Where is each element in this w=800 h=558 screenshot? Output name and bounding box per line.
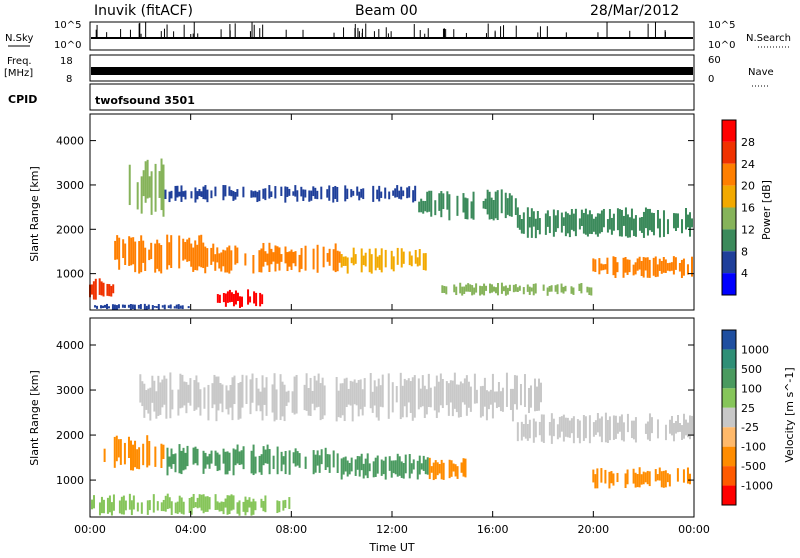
freq-band	[91, 67, 693, 75]
velocity-colorbar-swatch	[722, 388, 736, 408]
velocity-ylabel: Slant Range [km]	[28, 370, 41, 466]
noise-right-tick-high: 10^5	[708, 20, 735, 31]
nave-label: Nave	[748, 67, 774, 78]
power-ylabel: Slant Range [km]	[28, 166, 41, 262]
noise-left-label: N.Sky	[5, 33, 33, 44]
velocity-colorbar-swatch	[722, 446, 736, 467]
power-colorbar-frame	[721, 119, 737, 296]
velocity-colorbar-tick: 25	[741, 402, 755, 415]
velocity-colorbar-tick: -100	[741, 441, 766, 454]
velocity-x-tick-label: 00:00	[74, 523, 106, 536]
noise-left-tick-high: 10^5	[54, 20, 81, 31]
velocity-panel: 00:00 04:00 08:00 12:00 16:00 20:00 00:00 1000 2…	[56, 317, 710, 536]
velocity-x-tick-label: 16:00	[477, 523, 509, 536]
power-y-tick-label: 1000	[56, 268, 84, 281]
velocity-colorbar-swatch	[722, 330, 736, 350]
power-colorbar-swatch	[722, 207, 736, 230]
time-xlabel: Time UT	[368, 541, 414, 554]
power-y-tick-label: 2000	[56, 223, 84, 236]
power-colorbar-swatch	[722, 185, 736, 208]
freq-right-tick-high: 60	[708, 55, 721, 66]
power-plot-background	[90, 114, 694, 310]
velocity-colorbar-tick: -1000	[741, 480, 773, 493]
station-title: Inuvik (fitACF)	[94, 3, 193, 19]
freq-label-2: [MHz]	[4, 68, 33, 79]
velocity-y-tick-label: 2000	[56, 429, 84, 442]
power-panel: 1000 2000 3000 4000	[56, 113, 695, 311]
velocity-colorbar-swatch	[722, 466, 736, 486]
power-y-tick-label: 3000	[56, 179, 84, 192]
cpid-panel-frame	[89, 83, 695, 111]
velocity-colorbar-frame	[721, 329, 737, 506]
power-colorbar-tick: 12	[741, 223, 755, 236]
velocity-y-tick-label: 1000	[56, 474, 84, 487]
velocity-x-tick-label: 20:00	[577, 523, 609, 536]
velocity-y-tick-label: 4000	[56, 339, 84, 352]
velocity-colorbar-tick: -25	[741, 421, 759, 434]
freq-left-tick-low: 8	[66, 74, 72, 85]
date-title: 28/Mar/2012	[590, 3, 679, 19]
power-colorbar-swatch	[722, 251, 736, 274]
power-colorbar-tick: 28	[741, 136, 755, 149]
noise-panel-frame	[89, 21, 695, 51]
cpid-value: twofsound 3501	[95, 94, 195, 107]
freq-right-tick-low: 0	[708, 74, 714, 85]
power-colorbar-swatch	[722, 273, 736, 295]
velocity-colorbar-swatch	[722, 407, 736, 428]
velocity-x-tick-label: 08:00	[275, 523, 307, 536]
power-colorbar-tick: 4	[741, 267, 748, 280]
beam-title: Beam 00	[355, 3, 418, 19]
power-colorbar-label: Power [dB]	[760, 180, 773, 240]
power-colorbar-tick: 24	[741, 158, 755, 171]
velocity-colorbar-swatch	[722, 485, 736, 505]
velocity-colorbar-tick: -500	[741, 460, 766, 473]
power-colorbar-swatch	[722, 120, 736, 142]
velocity-x-tick-label: 04:00	[175, 523, 207, 536]
noise-right-tick-low: 10^0	[708, 40, 735, 51]
velocity-colorbar: 1000 500 100 25 -25 -100 -500 -1000	[721, 329, 773, 506]
velocity-plot-background	[90, 318, 694, 517]
freq-label-1: Freq.	[7, 56, 32, 67]
velocity-x-tick-label: 00:00	[678, 523, 710, 536]
power-colorbar-tick: 16	[741, 202, 755, 215]
velocity-x-tick-label: 12:00	[376, 523, 408, 536]
velocity-colorbar-swatch	[722, 368, 736, 389]
noise-spikes	[95, 22, 666, 38]
power-colorbar-tick: 20	[741, 180, 755, 193]
velocity-colorbar-tick: 1000	[741, 343, 769, 356]
noise-right-label: N.Search	[746, 33, 791, 44]
velocity-colorbar-tick: 100	[741, 382, 762, 395]
power-colorbar-swatch	[722, 229, 736, 252]
power-colorbar-swatch	[722, 141, 736, 164]
velocity-colorbar-tick: 500	[741, 363, 762, 376]
velocity-y-tick-label: 3000	[56, 384, 84, 397]
power-colorbar: 4 8 12 16 20 24 28	[721, 119, 755, 296]
cpid-label: CPID	[8, 93, 37, 106]
velocity-colorbar-swatch	[722, 349, 736, 369]
noise-left-tick-low: 10^0	[54, 40, 81, 51]
power-y-tick-label: 4000	[56, 135, 84, 148]
velocity-colorbar-swatch	[722, 427, 736, 447]
power-colorbar-tick: 8	[741, 245, 748, 258]
freq-left-tick-high: 18	[60, 56, 73, 67]
velocity-colorbar-label: Velocity [m s^-1]	[783, 367, 796, 462]
power-colorbar-swatch	[722, 163, 736, 186]
